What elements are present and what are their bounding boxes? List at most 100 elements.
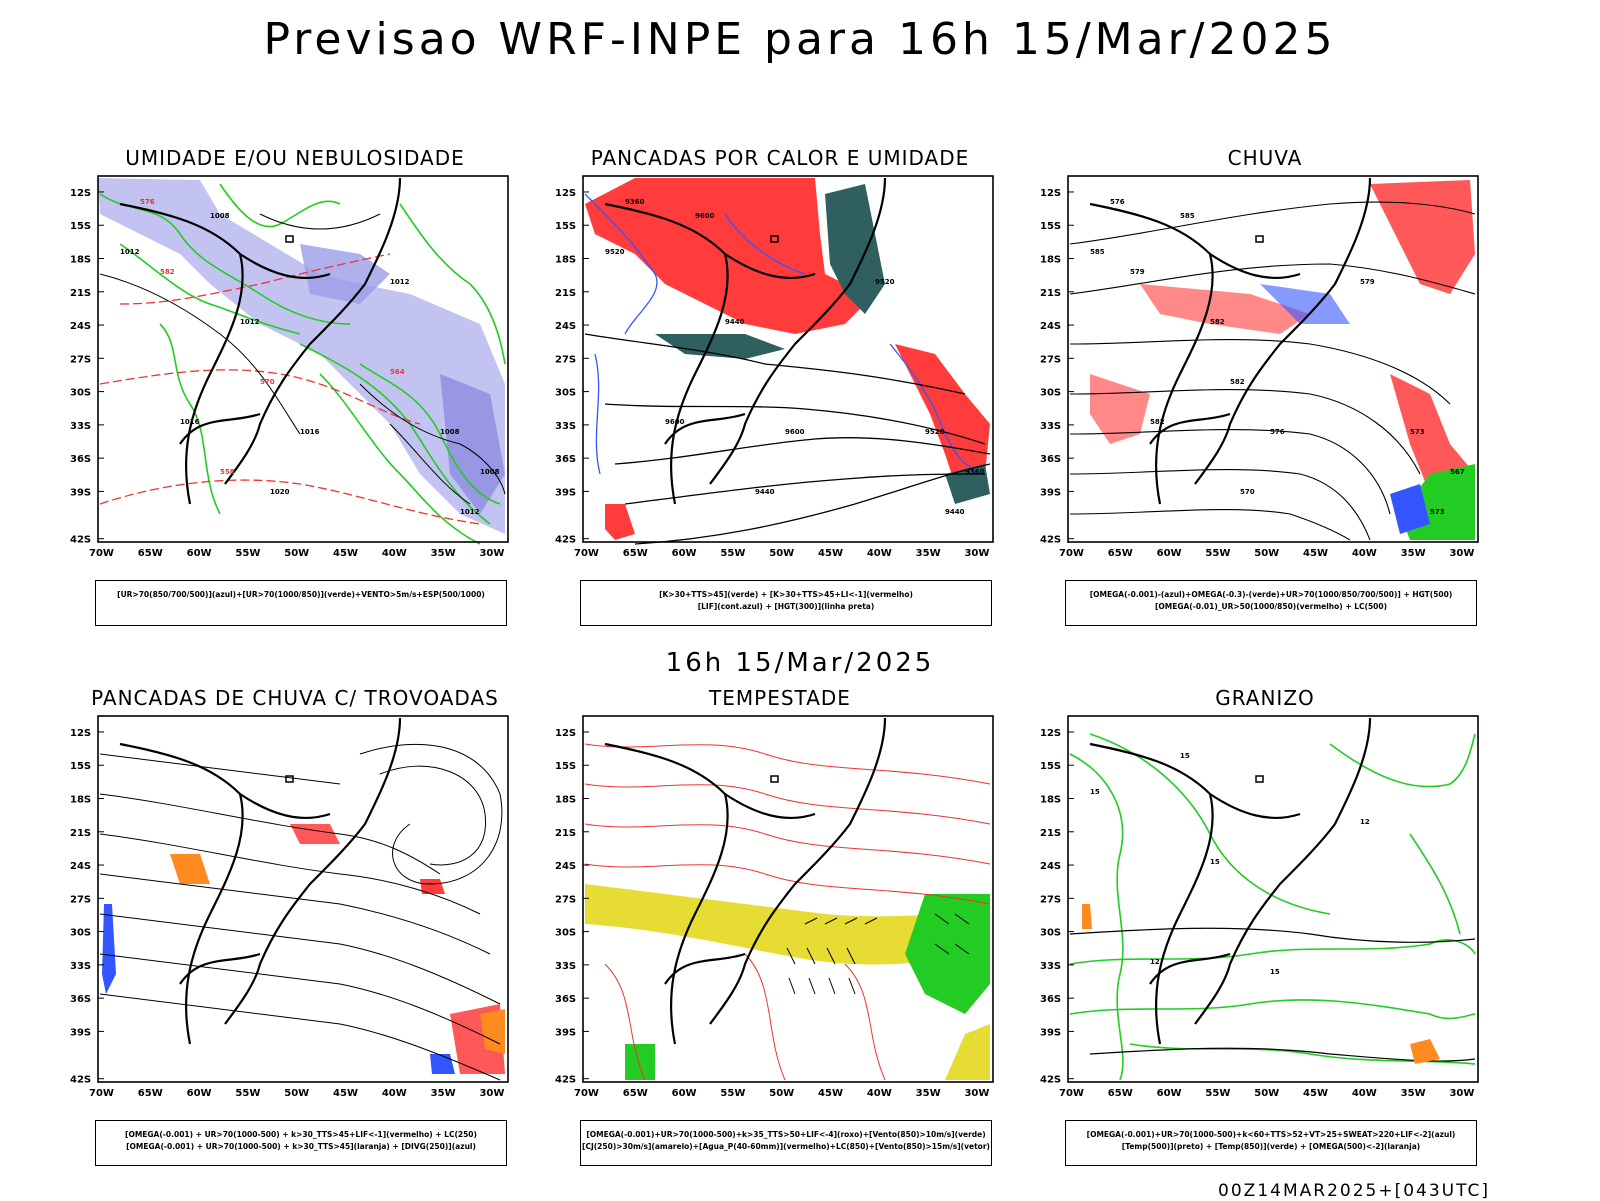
lat-tick-label: 21S bbox=[1040, 288, 1061, 299]
lat-tick-label: 21S bbox=[555, 288, 576, 299]
lat-tick-label: 33S bbox=[70, 421, 91, 432]
map-frame bbox=[1067, 175, 1479, 543]
lon-tick-label: 70W bbox=[574, 548, 599, 559]
panel-heat-showers: PANCADAS POR CALOR E UMIDADE bbox=[545, 146, 1015, 626]
red-thickness-lines bbox=[99, 253, 481, 525]
lon-tick-label: 50W bbox=[769, 1088, 794, 1099]
legend-box: [OMEGA(-0.001)+UR>70(1000-500)+k>35_TTS>… bbox=[580, 1120, 992, 1166]
legend-box: [OMEGA(-0.001)+UR>70(1000-500)+k<60+TTS>… bbox=[1065, 1120, 1477, 1166]
panel-title: PANCADAS POR CALOR E UMIDADE bbox=[590, 146, 970, 170]
lon-tick-label: 60W bbox=[187, 548, 212, 559]
legend-line: [Temp(500)](preto) + [Temp(850)](verde) … bbox=[1121, 1142, 1421, 1151]
contour-label: 579 bbox=[1360, 278, 1375, 286]
coastline-and-borders bbox=[1089, 177, 1372, 505]
lat-tick-label: 15S bbox=[70, 761, 91, 772]
contour-label: 570 bbox=[260, 378, 275, 386]
legend-line: [UR>70(850/700/500)](azul)+[UR>70(1000/8… bbox=[117, 590, 485, 599]
lon-tick-label: 30W bbox=[1449, 1088, 1474, 1099]
lat-tick-label: 36S bbox=[1040, 994, 1061, 1005]
legend-line: [OMEGA(-0.001) + UR>70(1000-500) + k>30_… bbox=[126, 1142, 476, 1151]
lat-tick-label: 42S bbox=[1040, 535, 1061, 546]
lon-tick-label: 35W bbox=[1401, 1088, 1426, 1099]
streamlines bbox=[99, 743, 503, 1081]
shading-blue-humidity bbox=[98, 178, 505, 534]
legend-line: [OMEGA(-0.001)+UR>70(1000-500)+k<60+TTS>… bbox=[1086, 1130, 1456, 1139]
lon-tick-label: 60W bbox=[187, 1088, 212, 1099]
red-instability-area bbox=[585, 178, 990, 540]
lon-tick-label: 70W bbox=[1059, 548, 1084, 559]
lat-tick-label: 30S bbox=[70, 928, 91, 939]
blue-lif-lines bbox=[584, 193, 986, 475]
legend-line: [CJ(250)>30m/s](amarelo)+[Agua_P(40-60mm… bbox=[582, 1142, 990, 1151]
lat-tick-label: 42S bbox=[1040, 1075, 1061, 1086]
contour-label: 9520 bbox=[875, 278, 895, 286]
legend-line: [OMEGA(-0.001) + UR>70(1000-500) + k>30_… bbox=[125, 1130, 477, 1139]
coastline-and-borders bbox=[604, 717, 887, 1045]
lat-tick-label: 21S bbox=[70, 288, 91, 299]
contour-label: 558 bbox=[220, 468, 235, 476]
lat-tick-label: 15S bbox=[1040, 761, 1061, 772]
contour-label: 573 bbox=[1410, 428, 1425, 436]
lon-tick-label: 40W bbox=[867, 1088, 892, 1099]
lat-tick-label: 30S bbox=[555, 928, 576, 939]
lon-tick-label: 45W bbox=[333, 1088, 358, 1099]
map-frame bbox=[582, 175, 994, 543]
contour-label: 9440 bbox=[945, 508, 965, 516]
lat-tick-label: 12S bbox=[1040, 188, 1061, 199]
storm-shading bbox=[585, 884, 990, 1080]
lon-tick-label: 45W bbox=[1303, 548, 1328, 559]
contour-label: 1008 bbox=[210, 212, 230, 220]
contour-label: 9520 bbox=[605, 248, 625, 256]
lon-tick-label: 45W bbox=[818, 1088, 843, 1099]
contour-label: 1012 bbox=[390, 278, 410, 286]
lat-tick-label: 24S bbox=[1040, 861, 1061, 872]
footer-run-label: 00Z14MAR2025+[043UTC] bbox=[1218, 1181, 1490, 1201]
contour-label: 15 bbox=[1210, 858, 1220, 866]
lat-tick-label: 12S bbox=[555, 188, 576, 199]
lat-tick-label: 33S bbox=[555, 961, 576, 972]
thunder-shading bbox=[102, 824, 505, 1074]
contour-label: 582 bbox=[160, 268, 175, 276]
legend-box: [UR>70(850/700/500)](azul)+[UR>70(1000/8… bbox=[95, 580, 507, 626]
lat-tick-label: 33S bbox=[1040, 961, 1061, 972]
lat-tick-label: 39S bbox=[555, 1027, 576, 1038]
lat-tick-label: 42S bbox=[70, 535, 91, 546]
lon-tick-label: 70W bbox=[89, 1088, 114, 1099]
contour-label: 9520 bbox=[925, 428, 945, 436]
middle-title: 16h 15/Mar/2025 bbox=[665, 648, 935, 678]
black-pressure-lines bbox=[99, 213, 506, 505]
lon-tick-label: 55W bbox=[1205, 548, 1230, 559]
lat-tick-label: 15S bbox=[1040, 221, 1061, 232]
temp850-lines bbox=[1069, 733, 1476, 1081]
panel-title: PANCADAS DE CHUVA C/ TROVOADAS bbox=[91, 686, 499, 710]
lat-tick-label: 36S bbox=[70, 994, 91, 1005]
lon-tick-label: 45W bbox=[333, 548, 358, 559]
lon-tick-label: 65W bbox=[1108, 1088, 1133, 1099]
lon-tick-label: 55W bbox=[720, 1088, 745, 1099]
wind-vectors bbox=[786, 913, 970, 995]
lat-tick-label: 18S bbox=[70, 255, 91, 266]
lon-tick-label: 65W bbox=[623, 1088, 648, 1099]
lat-tick-label: 18S bbox=[1040, 255, 1061, 266]
lat-tick-label: 15S bbox=[555, 221, 576, 232]
coastline-and-borders bbox=[119, 177, 402, 505]
lat-tick-label: 18S bbox=[70, 795, 91, 806]
contour-label: 582 bbox=[1150, 418, 1165, 426]
omega-orange-spots bbox=[1082, 904, 1440, 1064]
legend-box: [OMEGA(-0.001)-(azul)+OMEGA(-0.3)-(verde… bbox=[1065, 580, 1477, 626]
contour-label: 9440 bbox=[725, 318, 745, 326]
lon-tick-label: 55W bbox=[235, 1088, 260, 1099]
legend-line: [LIF](cont.azul) + [HGT(300)](linha pret… bbox=[697, 602, 875, 611]
contour-label: 1016 bbox=[300, 428, 320, 436]
panel-thunderstorm-showers: PANCADAS DE CHUVA C/ TROVOADAS bbox=[60, 686, 530, 1166]
lon-tick-label: 45W bbox=[1303, 1088, 1328, 1099]
lat-tick-label: 27S bbox=[1040, 354, 1061, 365]
map-frame bbox=[97, 715, 509, 1083]
map-hail: 12S 15S 18S 21S 24S 27S 30S 33S 36S 39S 42S 70W 65W 6… bbox=[1040, 715, 1479, 1099]
lon-tick-label: 50W bbox=[769, 548, 794, 559]
lon-tick-label: 60W bbox=[672, 548, 697, 559]
map-humidity: 12S 15S 18S 21S 24S 27S 30S 33S 36S 39S 42S 70W 65W 6… bbox=[70, 175, 509, 559]
lon-tick-label: 50W bbox=[284, 548, 309, 559]
lat-tick-label: 42S bbox=[555, 535, 576, 546]
lat-tick-label: 36S bbox=[555, 454, 576, 465]
